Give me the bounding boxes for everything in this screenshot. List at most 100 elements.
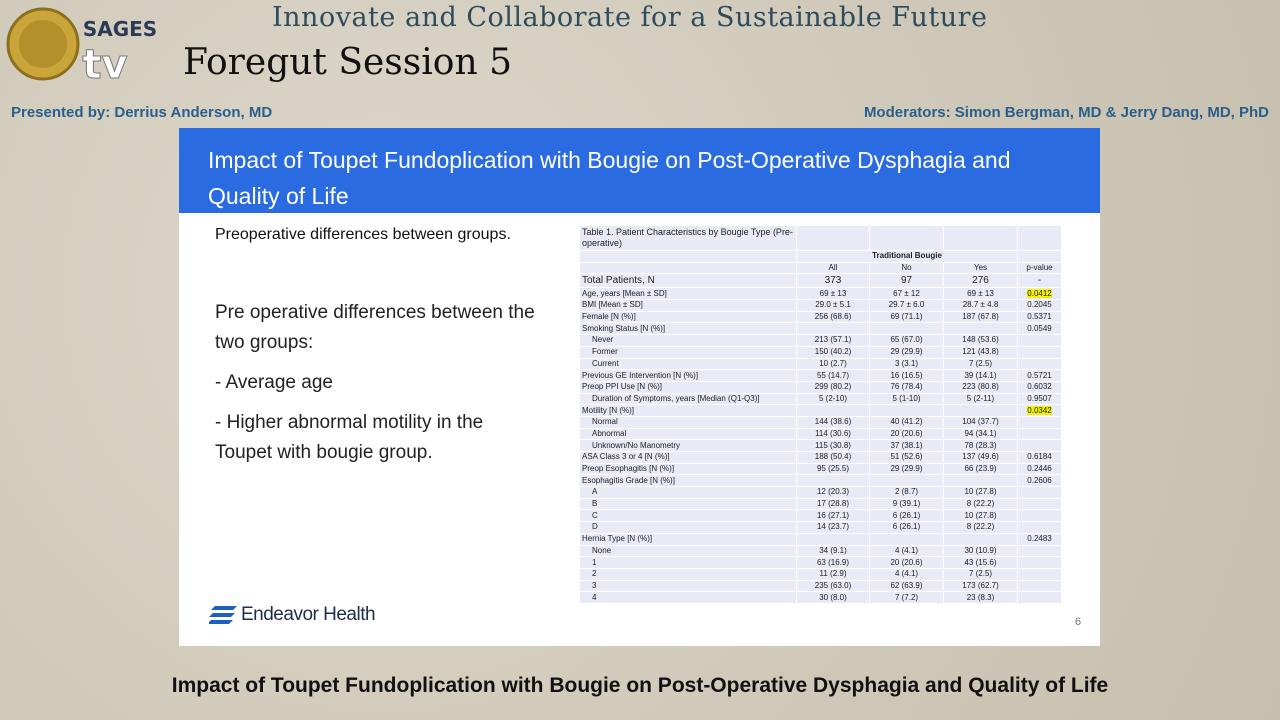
highlighted-p-value: 0.0342 bbox=[1027, 405, 1052, 415]
table-cell: 0.9507 bbox=[1017, 392, 1062, 406]
row-label: Abnormal bbox=[579, 427, 797, 441]
table-cell: 37 (38.1) bbox=[869, 439, 944, 452]
table-cell: 78 (28.3) bbox=[943, 439, 1018, 452]
table-row: C 16 (27.1) 6 (26.1) 10 (27.8) bbox=[579, 509, 1062, 523]
table-cell bbox=[869, 322, 944, 336]
bullet: Pre operative differences between the tw… bbox=[215, 302, 535, 353]
table-cell: 63 (16.9) bbox=[796, 556, 870, 569]
row-label: Duration of Symptoms, years [Median (Q1-… bbox=[579, 392, 797, 406]
row-label: Female [N (%)] bbox=[579, 310, 797, 324]
table-cell: 8 (22.2) bbox=[943, 497, 1018, 511]
table-cell bbox=[1017, 579, 1062, 593]
empty-cell bbox=[579, 261, 797, 275]
table-cell bbox=[1017, 567, 1062, 581]
table-cell: 144 (38.6) bbox=[796, 415, 870, 429]
row-label: A bbox=[579, 486, 797, 499]
table-cell: 373 bbox=[796, 273, 870, 289]
table-cell: 16 (27.1) bbox=[796, 509, 870, 523]
table-cell: 0.6032 bbox=[1017, 380, 1062, 394]
table-cell: 0.5721 bbox=[1017, 369, 1062, 382]
row-label: Preop PPI Use [N (%)] bbox=[579, 380, 797, 394]
table-row: D 14 (23.7) 6 (26.1) 8 (22.2) bbox=[579, 521, 1062, 534]
table-cell bbox=[1017, 415, 1062, 429]
table-cell: 173 (62.7) bbox=[943, 579, 1018, 593]
table-cell: 148 (53.6) bbox=[943, 334, 1018, 347]
table-cell: 115 (30.8) bbox=[796, 439, 870, 452]
group-header: Traditional Bougie bbox=[796, 250, 1018, 263]
table-cell bbox=[1017, 509, 1062, 523]
column-header: p-value bbox=[1017, 261, 1062, 275]
row-label: BMI [Mean ± SD] bbox=[579, 299, 797, 312]
table-cell: 23 (8.3) bbox=[943, 591, 1018, 604]
row-label: Unknown/No Manometry bbox=[579, 439, 797, 452]
conference-title: Innovate and Collaborate for a Sustainab… bbox=[272, 2, 988, 33]
table-cell: 55 (14.7) bbox=[796, 369, 870, 382]
table-cell: 10 (27.8) bbox=[943, 486, 1018, 499]
row-label: Age, years [Mean ± SD] bbox=[579, 287, 797, 301]
table-cell: 235 (63.0) bbox=[796, 579, 870, 593]
table-cell: 3 (3.1) bbox=[869, 357, 944, 371]
table-cell: 20 (20.6) bbox=[869, 427, 944, 441]
row-label: Esophagitis Grade [N (%)] bbox=[579, 474, 797, 488]
bullet: - Average age bbox=[215, 372, 333, 393]
table-cell: 256 (68.6) bbox=[796, 310, 870, 324]
table-row: Duration of Symptoms, years [Median (Q1-… bbox=[579, 392, 1062, 406]
row-label: ASA Class 3 or 4 [N (%)] bbox=[579, 451, 797, 464]
table-row: Motility [N (%)] 0.0342 bbox=[579, 404, 1062, 417]
table-row: Current 10 (2.7) 3 (3.1) 7 (2.5) bbox=[579, 357, 1062, 371]
table-cell bbox=[869, 404, 944, 417]
column-header: Yes bbox=[943, 261, 1018, 275]
table-cell bbox=[869, 532, 944, 546]
presenter: Presented by: Derrius Anderson, MD bbox=[11, 104, 273, 121]
table-cell: 0.5371 bbox=[1017, 310, 1062, 324]
total-row: Total Patients, N 373 97 276- bbox=[579, 273, 1062, 289]
empty-cell bbox=[869, 225, 944, 251]
table-cell: 94 (34.1) bbox=[943, 427, 1018, 441]
table-cell bbox=[796, 404, 870, 417]
table-cell bbox=[796, 322, 870, 336]
row-label: Former bbox=[579, 345, 797, 359]
table-cell bbox=[1017, 497, 1062, 511]
table-row: 1 63 (16.9) 20 (20.6) 43 (15.6) bbox=[579, 556, 1062, 569]
table-row: Previous GE Intervention [N (%)] 55 (14.7… bbox=[579, 369, 1062, 382]
empty-cell bbox=[1017, 225, 1062, 251]
table-row: None 34 (9.1) 4 (4.1) 30 (10.9) bbox=[579, 544, 1062, 558]
table-cell: 0.0549 bbox=[1017, 322, 1062, 336]
table-cell: 5 (1-10) bbox=[869, 392, 944, 406]
table-cell: 187 (67.8) bbox=[943, 310, 1018, 324]
table-cell: 51 (52.6) bbox=[869, 451, 944, 464]
table-row: Normal 144 (38.6) 40 (41.2) 104 (37.7) bbox=[579, 415, 1062, 429]
column-header: No bbox=[869, 261, 944, 275]
table-cell: 17 (28.8) bbox=[796, 497, 870, 511]
table-row: Esophagitis Grade [N (%)] 0.2606 bbox=[579, 474, 1062, 488]
table-cell: 7 (2.5) bbox=[943, 357, 1018, 371]
row-label: Current bbox=[579, 357, 797, 371]
page-number: 6 bbox=[1075, 616, 1082, 628]
table-cell: 39 (14.1) bbox=[943, 369, 1018, 382]
table-cell bbox=[1017, 486, 1062, 499]
group-row: Traditional Bougie bbox=[579, 250, 1062, 263]
table-cell bbox=[1017, 345, 1062, 359]
footer-caption: Impact of Toupet Fundoplication with Bou… bbox=[171, 674, 1109, 697]
table-cell: 0.2045 bbox=[1017, 299, 1062, 312]
table-cell: 6 (26.1) bbox=[869, 509, 944, 523]
slide-subtitle: Preoperative differences between groups. bbox=[215, 226, 511, 243]
row-label: Motility [N (%)] bbox=[579, 404, 797, 417]
table-cell: 5 (2-10) bbox=[796, 392, 870, 406]
row-label: Smoking Status [N (%)] bbox=[579, 322, 797, 336]
table-row: Never 213 (57.1) 65 (67.0) 148 (53.6) bbox=[579, 334, 1062, 347]
table-cell: 5 (2-11) bbox=[943, 392, 1018, 406]
table-cell: - bbox=[1017, 273, 1062, 289]
row-label: Total Patients, N bbox=[579, 273, 797, 289]
table-cell: 121 (43.8) bbox=[943, 345, 1018, 359]
table-cell bbox=[1017, 427, 1062, 441]
table-cell: 20 (20.6) bbox=[869, 556, 944, 569]
table-cell: 14 (23.7) bbox=[796, 521, 870, 534]
table-cell: 69 (71.1) bbox=[869, 310, 944, 324]
table-cell: 7 (2.5) bbox=[943, 567, 1018, 581]
table-cell bbox=[943, 322, 1018, 336]
table-cell: 76 (78.4) bbox=[869, 380, 944, 394]
column-header: All bbox=[796, 261, 870, 275]
table-cell bbox=[1017, 556, 1062, 569]
logo-tv: tv bbox=[82, 42, 127, 86]
